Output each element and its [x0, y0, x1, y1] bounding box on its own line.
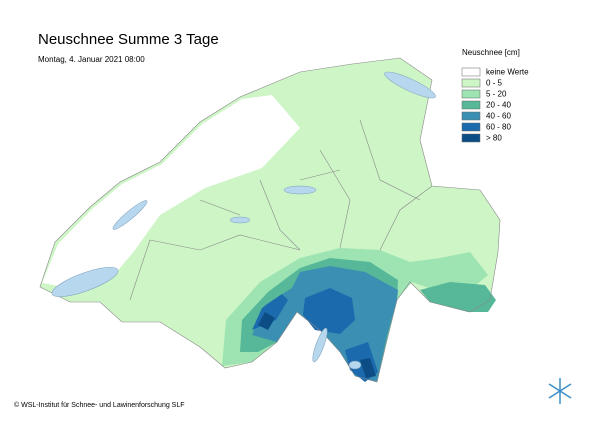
legend-swatch: [461, 100, 481, 110]
legend-swatch: [461, 78, 481, 88]
copyright: © WSL-Institut für Schnee- und Lawinenfo…: [14, 401, 185, 409]
legend-label: 0 - 5: [486, 79, 503, 88]
lake: [229, 216, 251, 224]
legend-swatch: [461, 89, 481, 99]
legend-swatch: [461, 67, 481, 77]
zone: [258, 312, 376, 378]
legend-swatch: [461, 111, 481, 121]
legend-swatch: [461, 133, 481, 143]
country-border: [39, 57, 501, 383]
lake: [283, 185, 317, 195]
legend-label: 60 - 80: [486, 123, 511, 132]
legend-label: 20 - 40: [486, 101, 511, 110]
lake: [312, 327, 328, 363]
zone: [252, 288, 378, 382]
lake: [112, 200, 148, 230]
lake: [51, 267, 119, 297]
title: Neuschnee Summe 3 Tage: [38, 31, 219, 48]
legend-label: 40 - 60: [486, 112, 511, 121]
map: [39, 57, 501, 383]
legend-label: > 80: [486, 134, 502, 143]
legend-label: 5 - 20: [486, 90, 507, 99]
logo: [548, 378, 572, 404]
legend-title: Neuschnee [cm]: [462, 48, 520, 57]
legend-label: keine Werte: [486, 68, 529, 77]
lake: [348, 360, 362, 370]
date: Montag, 4. Januar 2021 08:00: [38, 55, 145, 64]
legend: Neuschnee [cm] keine Werte 0 - 5 5 - 20 20 …: [461, 48, 529, 143]
lake: [384, 71, 436, 99]
legend-swatch: [461, 122, 481, 132]
zone: [42, 95, 300, 290]
canton-borders: [129, 119, 433, 301]
